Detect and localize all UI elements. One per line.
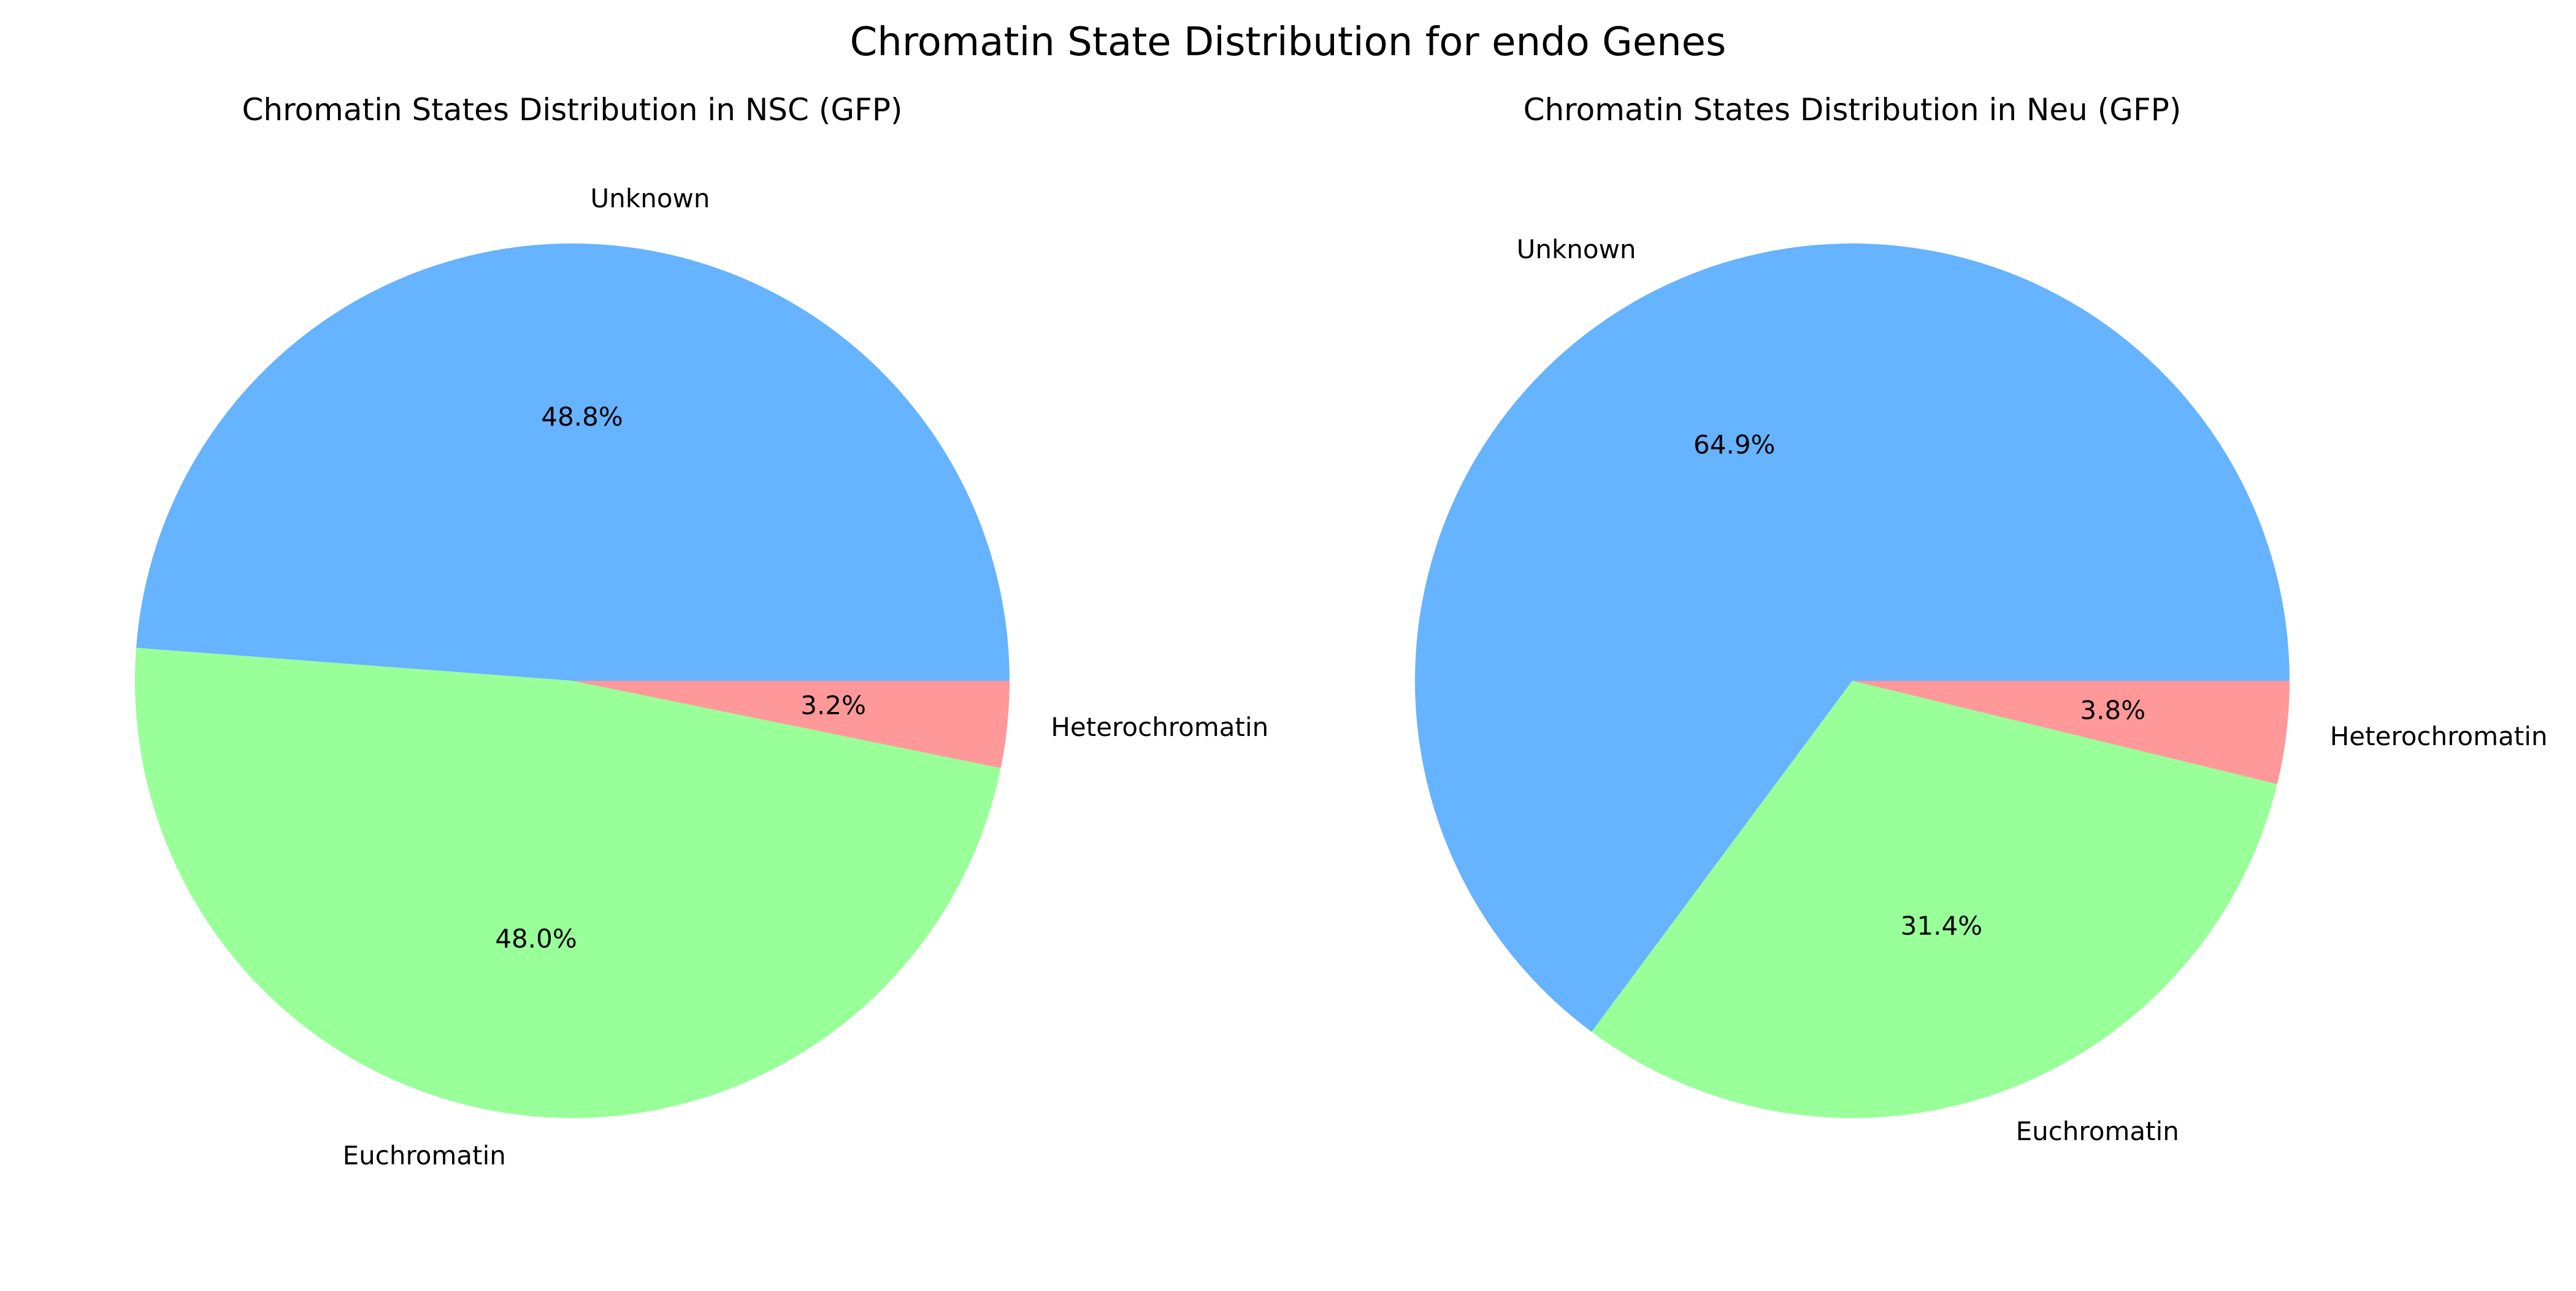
pie-title-neu: Chromatin States Distribution in Neu (GF… xyxy=(1524,92,2182,128)
pie-pct-label-neu-heterochromatin: 3.8% xyxy=(2080,695,2145,725)
pie-label-nsc-euchromatin: Euchromatin xyxy=(343,1140,506,1170)
pie-label-neu-euchromatin: Euchromatin xyxy=(2016,1116,2179,1146)
pie-slice-neu-euchromatin xyxy=(1591,681,2277,1119)
pie-pct-label-nsc-euchromatin: 48.0% xyxy=(495,924,577,954)
pie-label-nsc-heterochromatin: Heterochromatin xyxy=(1051,712,1268,742)
pie-label-neu-unknown: Unknown xyxy=(1517,234,1636,264)
pie-slice-nsc-heterochromatin xyxy=(572,681,1010,768)
pie-pct-label-neu-euchromatin: 31.4% xyxy=(1901,911,1982,941)
pie-label-nsc-unknown: Unknown xyxy=(591,183,710,213)
pie-slice-nsc-euchromatin xyxy=(135,648,1001,1118)
pie-slice-neu-unknown xyxy=(1415,243,2290,1032)
pie-label-neu-heterochromatin: Heterochromatin xyxy=(2330,721,2548,751)
pie-slice-neu-heterochromatin xyxy=(1852,681,2290,784)
figure-title: Chromatin State Distribution for endo Ge… xyxy=(850,20,1727,65)
pie-chart-nsc: Chromatin States Distribution in NSC (GF… xyxy=(135,92,1268,1170)
pie-pct-label-nsc-heterochromatin: 3.2% xyxy=(800,690,866,720)
pie-pct-label-nsc-unknown: 48.8% xyxy=(541,402,623,432)
pie-title-nsc: Chromatin States Distribution in NSC (GF… xyxy=(242,92,902,128)
pie-chart-neu: Chromatin States Distribution in Neu (GF… xyxy=(1415,92,2548,1146)
pie-pct-label-neu-unknown: 64.9% xyxy=(1693,429,1775,459)
pie-slice-nsc-unknown xyxy=(136,243,1010,681)
